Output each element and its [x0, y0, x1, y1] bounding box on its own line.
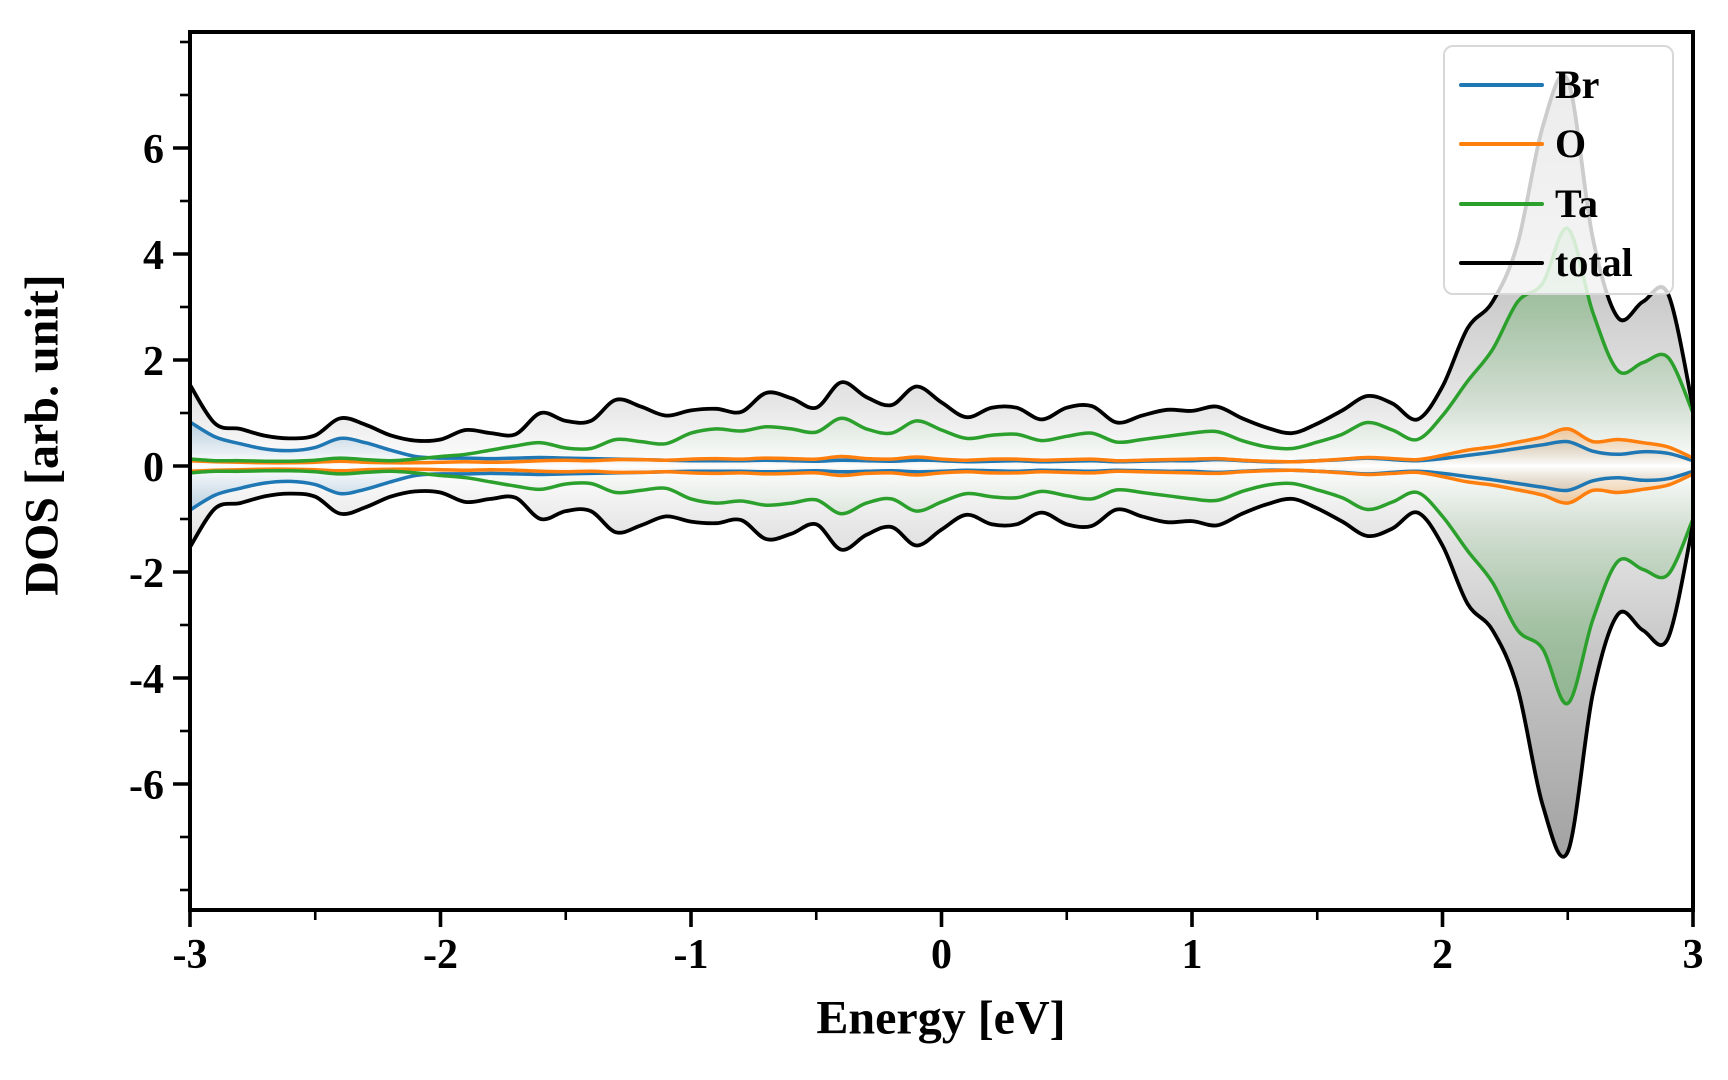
- legend: Br O Ta total: [1443, 45, 1674, 295]
- legend-label-ta: Ta: [1555, 180, 1599, 226]
- legend-label-total: total: [1555, 240, 1633, 286]
- legend-entry-o: O: [1459, 115, 1672, 173]
- y-tick-label: 2: [143, 339, 164, 385]
- legend-entry-br: Br: [1459, 56, 1672, 114]
- legend-label-br: Br: [1555, 61, 1600, 107]
- legend-entry-total: total: [1459, 234, 1672, 292]
- curve-ta-up: [190, 226, 1693, 464]
- legend-line-o-icon: [1459, 142, 1544, 147]
- tick-labels: -3 -2 -1 0 1 2 3 -6 -4 -2 0 2 4 6: [129, 127, 1704, 978]
- curve-total-up: [190, 73, 1693, 443]
- y-tick-label: 6: [143, 127, 164, 173]
- x-tick-label: -2: [423, 932, 458, 978]
- curve-o-down: [190, 467, 1693, 505]
- axes-frame: [173, 30, 1695, 927]
- legend-line-total-icon: [1459, 261, 1544, 266]
- legend-entry-ta: Ta: [1459, 175, 1672, 233]
- y-tick-label: 4: [143, 233, 164, 279]
- legend-label-o: O: [1555, 121, 1587, 167]
- y-tick-label: -6: [129, 763, 164, 809]
- x-tick-label: -3: [173, 932, 208, 978]
- legend-line-br-icon: [1459, 82, 1544, 87]
- y-tick-label: -4: [129, 657, 164, 703]
- x-tick-label: 2: [1432, 932, 1453, 978]
- curve-ta-down: [190, 468, 1693, 706]
- x-tick-label: -1: [674, 932, 709, 978]
- x-tick-label: 0: [931, 932, 952, 978]
- y-tick-label: -2: [129, 551, 164, 597]
- dos-curves: [190, 73, 1693, 859]
- fill-area-o: [190, 428, 1693, 504]
- legend-line-ta-icon: [1459, 201, 1544, 206]
- x-tick-label: 1: [1182, 932, 1203, 978]
- x-axis-title: Energy [eV]: [816, 991, 1066, 1045]
- dos-fill-areas: [190, 75, 1693, 857]
- y-tick-label: 0: [143, 445, 164, 491]
- curve-total-down: [190, 489, 1693, 859]
- y-axis-title: DOS [arb. unit]: [15, 274, 69, 596]
- curve-o-up: [190, 427, 1693, 465]
- x-tick-label: 3: [1683, 932, 1704, 978]
